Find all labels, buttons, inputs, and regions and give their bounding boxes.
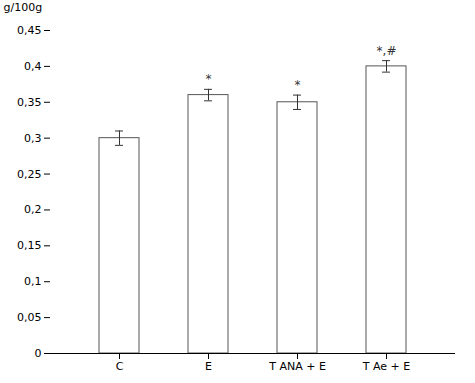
svg-text:*,#: *,# [377, 44, 397, 58]
svg-text:0,25: 0,25 [17, 168, 42, 181]
svg-text:g/100g: g/100g [4, 1, 43, 14]
svg-text:0,3: 0,3 [24, 132, 42, 145]
svg-text:*: * [295, 78, 301, 92]
svg-text:0,4: 0,4 [24, 60, 42, 73]
svg-text:0,1: 0,1 [24, 275, 42, 288]
svg-text:E: E [205, 360, 212, 373]
svg-text:0,35: 0,35 [17, 96, 42, 109]
svg-text:0: 0 [35, 347, 42, 360]
svg-text:T Ae + E: T Ae + E [362, 360, 411, 373]
svg-text:0,2: 0,2 [24, 203, 42, 216]
svg-text:T ANA + E: T ANA + E [268, 360, 326, 373]
svg-text:0,05: 0,05 [17, 311, 42, 324]
svg-text:*: * [206, 72, 212, 86]
svg-text:0,15: 0,15 [17, 239, 42, 252]
svg-text:0,45: 0,45 [17, 24, 42, 37]
svg-text:C: C [116, 360, 124, 373]
